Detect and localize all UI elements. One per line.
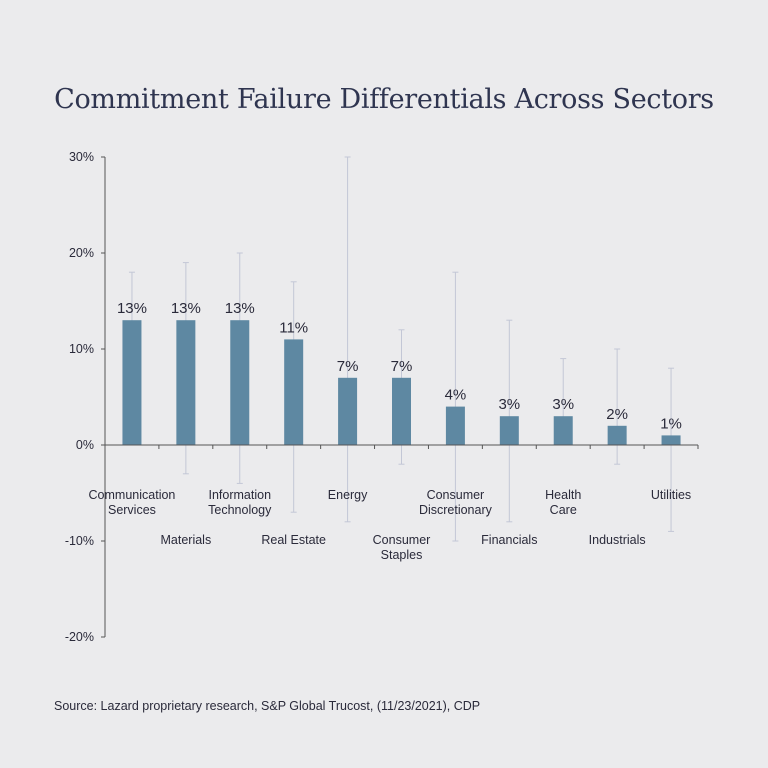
category-label-0: Communication Services — [89, 488, 176, 517]
y-tick-label-5: 30% — [69, 150, 94, 164]
bar-10 — [661, 435, 681, 445]
value-label-5: 7% — [391, 358, 413, 375]
category-label-6: Consumer Discretionary — [419, 488, 493, 517]
category-label-1: Materials — [161, 533, 212, 547]
axes — [101, 156, 699, 638]
value-label-7: 3% — [498, 396, 520, 413]
value-label-6: 4% — [445, 387, 467, 404]
category-label-5: Consumer Staples — [373, 533, 431, 562]
y-tick-label-0: -20% — [65, 630, 94, 644]
category-label-7: Financials — [481, 533, 537, 547]
error-bars — [128, 156, 675, 542]
value-label-3: 11% — [279, 319, 308, 336]
category-label-4: Energy — [328, 488, 368, 502]
bar-5 — [392, 377, 411, 445]
chart-title: Commitment Failure Differentials Across … — [54, 84, 714, 115]
value-label-8: 3% — [552, 396, 574, 413]
value-label-2: 13% — [225, 300, 255, 317]
bar-9 — [607, 425, 627, 445]
value-label-1: 13% — [171, 300, 201, 317]
value-label-9: 2% — [606, 406, 628, 423]
bars — [122, 320, 681, 445]
bar-8 — [553, 416, 573, 445]
y-tick-label-2: 0% — [76, 438, 94, 452]
bar-7 — [499, 416, 519, 445]
bar-3 — [284, 339, 304, 445]
category-label-8: Health Care — [545, 488, 581, 517]
bar-6 — [445, 406, 465, 445]
source-note: Source: Lazard proprietary research, S&P… — [54, 699, 481, 713]
y-tick-label-1: -10% — [65, 534, 94, 548]
category-label-9: Industrials — [589, 533, 646, 547]
bar-4 — [338, 377, 358, 445]
bar-1 — [176, 320, 196, 445]
y-tick-label-4: 20% — [69, 246, 94, 260]
bar-2 — [230, 320, 250, 445]
category-label-10: Utilities — [651, 488, 691, 502]
value-label-4: 7% — [337, 358, 359, 375]
labels: 13% 13% 13% 11% 7% 7% 4% 3% 3% 2% 1% -20% -10% 0% 10% 2… — [65, 150, 691, 644]
value-label-10: 1% — [660, 415, 682, 432]
category-label-2: Information Technology — [208, 488, 272, 517]
y-tick-label-3: 10% — [69, 342, 94, 356]
category-label-3: Real Estate — [261, 533, 326, 547]
value-label-0: 13% — [117, 300, 147, 317]
bar-0 — [122, 320, 142, 445]
